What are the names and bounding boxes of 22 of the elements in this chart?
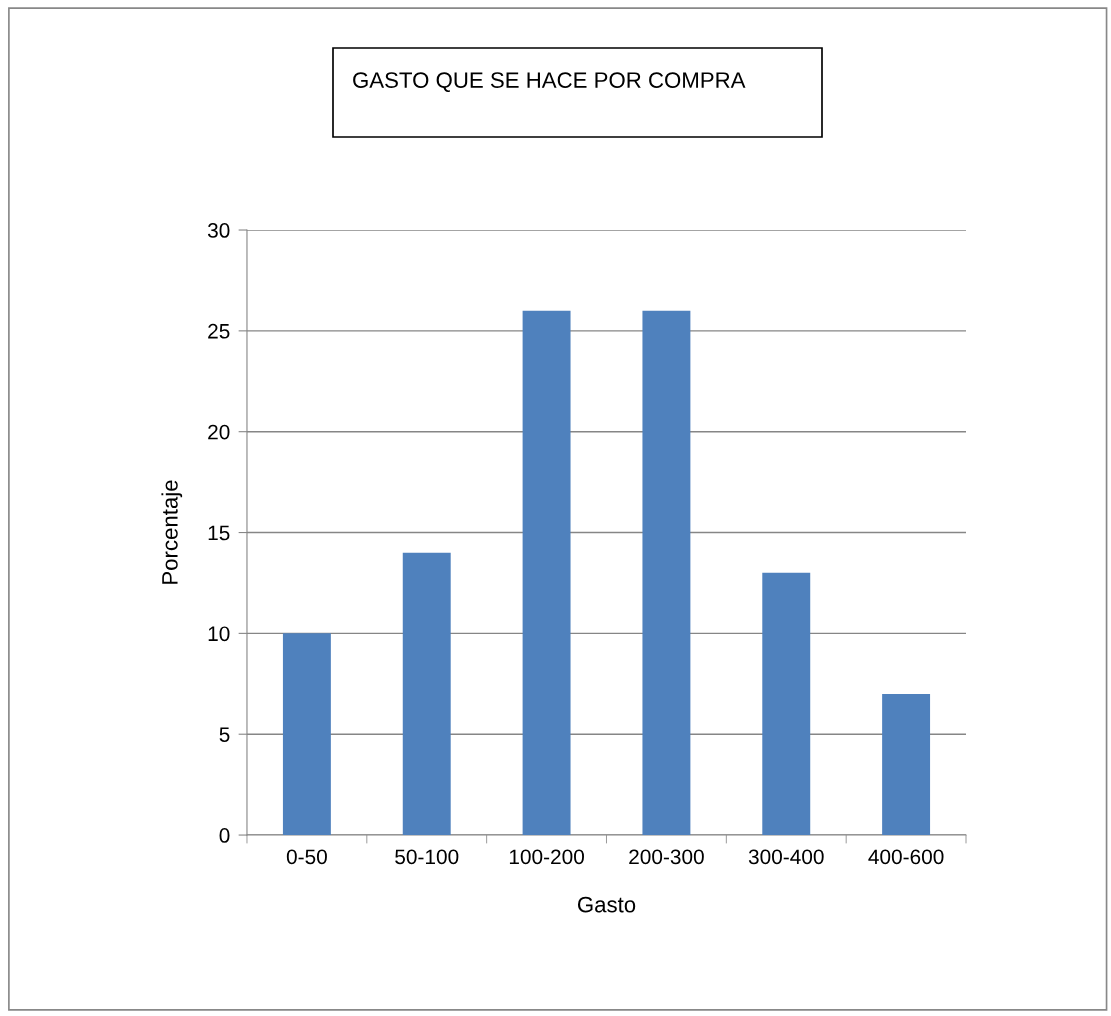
x-tick-label: 0-50 xyxy=(286,849,327,865)
bar xyxy=(642,310,691,836)
y-axis-title: Porcentaje xyxy=(161,480,183,584)
x-axis-title: Gasto xyxy=(577,896,636,913)
x-tick-label: 300-400 xyxy=(748,849,824,865)
x-tick-label: 400-600 xyxy=(868,849,944,865)
chart-title: GASTO QUE SE HACE POR COMPRA xyxy=(353,72,746,92)
bar xyxy=(282,633,331,836)
bar xyxy=(522,310,571,836)
x-tick-label: 100-200 xyxy=(509,849,584,865)
x-tick-label: 50-100 xyxy=(395,849,459,865)
y-tick-label: 15 xyxy=(208,525,230,541)
x-tick-label: 200-300 xyxy=(629,849,704,865)
bar xyxy=(402,552,451,836)
y-tick-label: 30 xyxy=(207,223,230,238)
y-tick-label: 20 xyxy=(208,424,230,440)
y-tick-label: 0 xyxy=(219,828,230,843)
y-tick-label: 10 xyxy=(208,626,230,642)
y-tick-label: 5 xyxy=(219,727,230,742)
bar xyxy=(762,572,811,836)
y-tick-label: 25 xyxy=(208,323,230,339)
bar xyxy=(882,693,931,836)
